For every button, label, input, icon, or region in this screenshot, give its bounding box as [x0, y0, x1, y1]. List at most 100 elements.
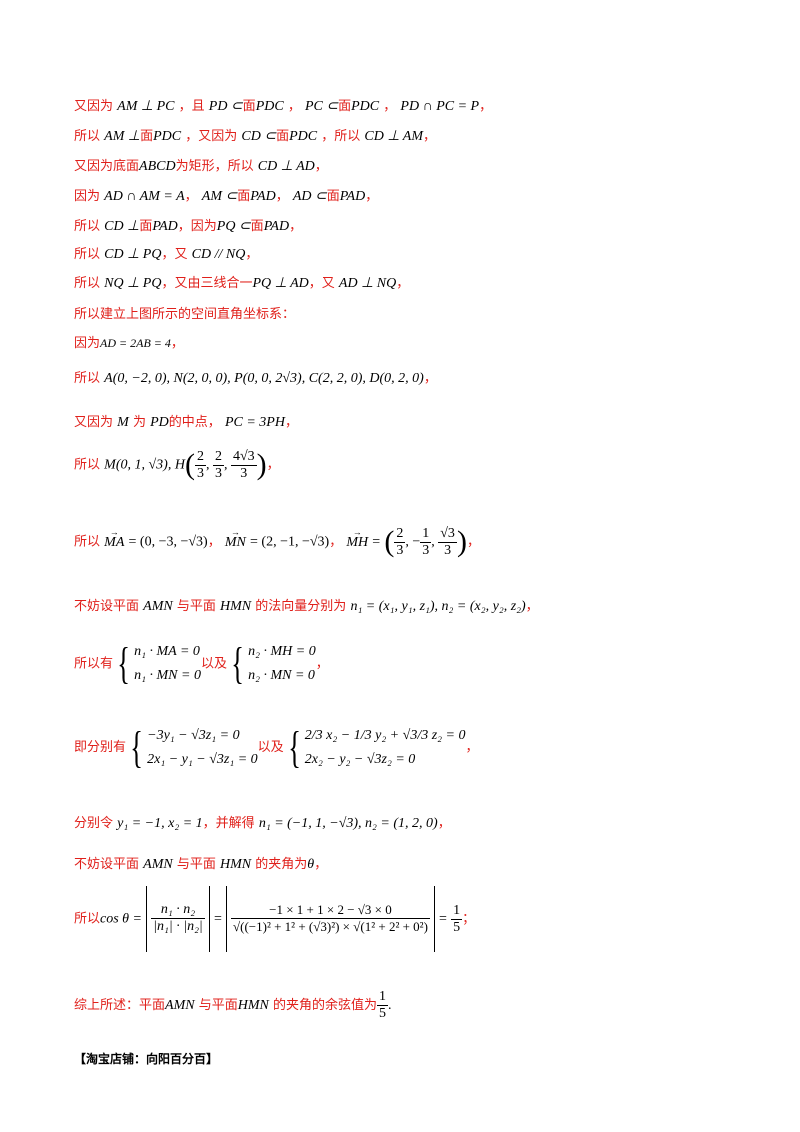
math: HMN [237, 998, 269, 1013]
text: ， [465, 740, 479, 755]
math: AD ∩ AM = A [104, 189, 185, 204]
text: ， [383, 99, 397, 114]
abs-value: −1 × 1 + 1 × 2 − √3 × 0 √((−1)² + 1² + (√… [225, 886, 435, 952]
brace: { [117, 639, 130, 688]
fraction: 4√3 3 [230, 448, 257, 481]
text: ， [287, 99, 301, 114]
math: CD // NQ [191, 247, 246, 262]
text: 与平面 [198, 998, 238, 1013]
math: PDC [255, 99, 284, 114]
text: 不妨设平面 [74, 599, 140, 614]
text: 与平面 [176, 857, 216, 872]
text: ， [396, 276, 410, 291]
math: HMN [220, 599, 252, 614]
line-10: 所以 A(0, −2, 0), N(2, 0, 0), P(0, 0, 2√3)… [74, 370, 437, 388]
line-7: 所以 NQ ⊥ PQ，又由三线合一PQ ⊥ AD，又 AD ⊥ NQ， [74, 275, 409, 293]
math: = [372, 534, 381, 550]
text: 面 [250, 219, 264, 234]
math: PC = 3PH [224, 415, 285, 430]
equation-system: 2/3 x₂ − 1/3 y₂ + √3/3 z₂ = 0 2x₂ − y₂ − … [304, 727, 466, 767]
math: AMN [143, 599, 173, 614]
math: CD ⊥ PQ [104, 247, 162, 262]
text: ， [170, 336, 184, 351]
line-13: 所以 MA = (0, −3, −√3)， MN = (2, −1, −√3)，… [74, 510, 480, 565]
text: 分别令 [74, 816, 114, 831]
text: 所以 [74, 219, 101, 234]
text: ， [275, 189, 289, 204]
paren-left: ( [184, 448, 195, 481]
text: ， [525, 599, 539, 614]
text: 的法向量分别为 [255, 599, 347, 614]
text: 面 [338, 99, 352, 114]
text: 所以 [74, 247, 101, 262]
text: ， [245, 247, 259, 262]
line-17: 分别令 y₁ = −1, x₂ = 1，并解得 n₁ = (−1, 1, −√3… [74, 815, 451, 833]
line-11: 又因为 M 为 PD的中点， PC = 3PH， [74, 414, 298, 432]
text: ， [289, 219, 303, 234]
math: ABCD [139, 159, 176, 174]
text: ， [314, 857, 328, 872]
text: 面 [242, 99, 256, 114]
math: θ [307, 857, 315, 872]
text: ， [329, 534, 343, 550]
equation-system: n₂ · MH = 0 n₂ · MN = 0 [248, 644, 316, 683]
text: ， [184, 189, 198, 204]
math: AM ⊥ PC [117, 99, 175, 114]
math: AM ⊂ [201, 189, 238, 204]
text: ， [284, 415, 298, 430]
text: 因为 [74, 189, 101, 204]
math: AD ⊂ [292, 189, 327, 204]
text: ，且 [178, 99, 205, 114]
math: cos θ = [100, 911, 143, 927]
math: AD = 2AB = 4 [100, 336, 171, 350]
math: AMN [165, 998, 195, 1013]
math: HMN [220, 857, 252, 872]
math: n₁ = (−1, 1, −√3), n₂ = (1, 2, 0) [258, 816, 438, 831]
line-19: 所以cos θ = n₁ · n₂ |n₁| · |n₂| = −1 × 1 + … [74, 886, 475, 953]
text: ，又 [308, 276, 335, 291]
text: 因为 [74, 336, 101, 351]
line-14: 不妨设平面 AMN 与平面 HMN 的法向量分别为 n₁ = (x₁, y₁, … [74, 598, 539, 616]
text: 所以 [74, 911, 101, 927]
text: 为矩形，所以 [175, 159, 254, 174]
text: 所以 [74, 371, 101, 386]
math: AMN [143, 857, 173, 872]
math: CD ⊥ [104, 219, 140, 234]
line-4: 因为 AD ∩ AM = A， AM ⊂面PAD， AD ⊂面PAD， [74, 188, 378, 206]
text: ， [437, 816, 451, 831]
math: n₁ = (x₁, y₁, z₁), n₂ = (x₂, y₂, z₂) [350, 599, 526, 614]
text: 面 [139, 219, 153, 234]
math: CD ⊥ AD [257, 159, 315, 174]
text: 所以 [74, 534, 101, 550]
text: 又因为 [74, 99, 114, 114]
text: ，所以 [321, 129, 361, 144]
line-15: 所以有{n₁ · MA = 0 n₁ · MN = 0 以及{n₂ · MH = 0… [74, 640, 329, 689]
math: NQ ⊥ PQ [104, 276, 162, 291]
text: ，又 [161, 247, 188, 262]
text: 所以 [74, 129, 101, 144]
text: 所以 [74, 276, 101, 291]
math: PAD [339, 189, 366, 204]
math: AD ⊥ NQ [338, 276, 397, 291]
text: ， [466, 534, 480, 550]
abs-value: n₁ · n₂ |n₁| · |n₂| [146, 886, 210, 952]
text: ， [365, 189, 379, 204]
math: PDC [289, 129, 318, 144]
line-6: 所以 CD ⊥ PQ，又 CD // NQ， [74, 246, 258, 264]
text: ， [207, 534, 221, 550]
text: ，并解得 [202, 816, 255, 831]
math: PDC [153, 129, 182, 144]
vector-mh: MH [346, 510, 368, 565]
brace: { [130, 722, 143, 772]
footer-shop-label: 【淘宝店铺：向阳百分百】 [74, 1052, 219, 1066]
math: y₁ = −1, x₂ = 1 [117, 816, 203, 831]
fraction: n₁ · n₂ |n₁| · |n₂| [151, 902, 205, 934]
math: PD ∩ PC = P [400, 99, 480, 114]
paren-right: ) [256, 448, 267, 481]
text: 所以建立上图所示的空间直角坐标系： [74, 307, 296, 322]
